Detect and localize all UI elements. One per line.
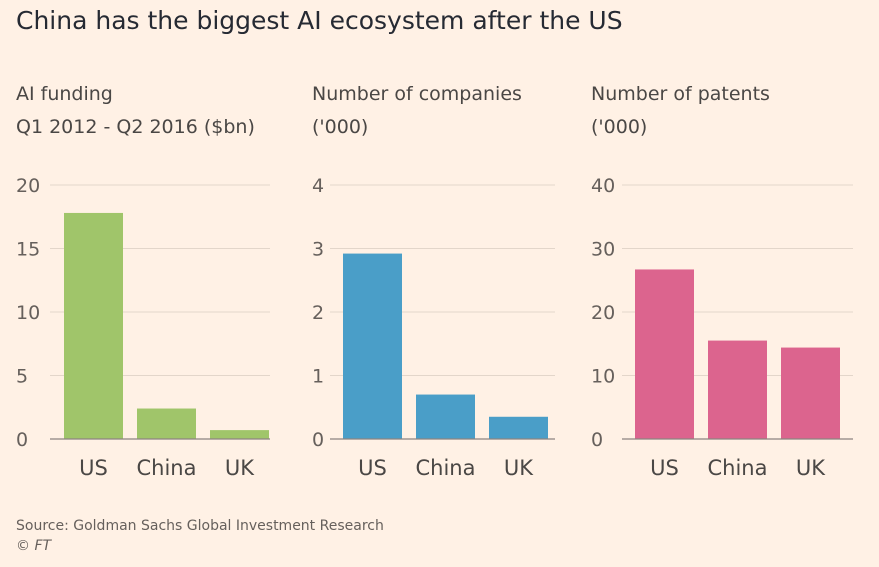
y-tick-label: 15 (16, 239, 40, 261)
y-tick-label: 0 (16, 429, 28, 451)
panel-3-title: Number of patents (591, 83, 770, 105)
source-note: Source: Goldman Sachs Global Investment … (16, 516, 384, 556)
x-tick-label: China (708, 456, 768, 480)
y-tick-label: 1 (312, 366, 324, 388)
x-tick-label: UK (225, 456, 255, 480)
chart-title: China has the biggest AI ecosystem after… (16, 6, 623, 35)
y-tick-label: 0 (312, 429, 324, 451)
x-tick-label: China (416, 456, 476, 480)
panel-1-subtitle: Q1 2012 - Q2 2016 ($bn) (16, 116, 255, 138)
x-tick-label: UK (796, 456, 826, 480)
x-tick-label: UK (504, 456, 534, 480)
y-tick-label: 10 (591, 366, 615, 388)
y-tick-label: 3 (312, 239, 324, 261)
x-tick-label: US (79, 456, 108, 480)
y-tick-label: 5 (16, 366, 28, 388)
bar-china (416, 394, 475, 439)
y-tick-label: 0 (591, 429, 603, 451)
y-tick-label: 4 (312, 175, 324, 197)
bar-china (137, 408, 196, 439)
panel-3-subtitle: ('000) (591, 116, 648, 138)
bar-china (708, 340, 767, 439)
x-tick-label: China (137, 456, 197, 480)
bar-us (635, 269, 694, 439)
source-text: Source: Goldman Sachs Global Investment … (16, 518, 384, 534)
bar-uk (489, 416, 548, 439)
bar-us (64, 212, 123, 439)
y-tick-label: 2 (312, 302, 324, 324)
panel-1-title: AI funding (16, 83, 113, 105)
x-tick-label: US (650, 456, 679, 480)
panel-2-title: Number of companies (312, 83, 522, 105)
panel-2-subtitle: ('000) (312, 116, 369, 138)
credit-text: © FT (16, 538, 52, 554)
bar-uk (210, 430, 269, 439)
y-tick-label: 30 (591, 239, 615, 261)
bar-uk (781, 347, 840, 439)
y-tick-label: 20 (16, 175, 40, 197)
bar-us (343, 253, 402, 439)
x-tick-label: US (358, 456, 387, 480)
y-tick-label: 20 (591, 302, 615, 324)
y-tick-label: 40 (591, 175, 615, 197)
y-tick-label: 10 (16, 302, 40, 324)
